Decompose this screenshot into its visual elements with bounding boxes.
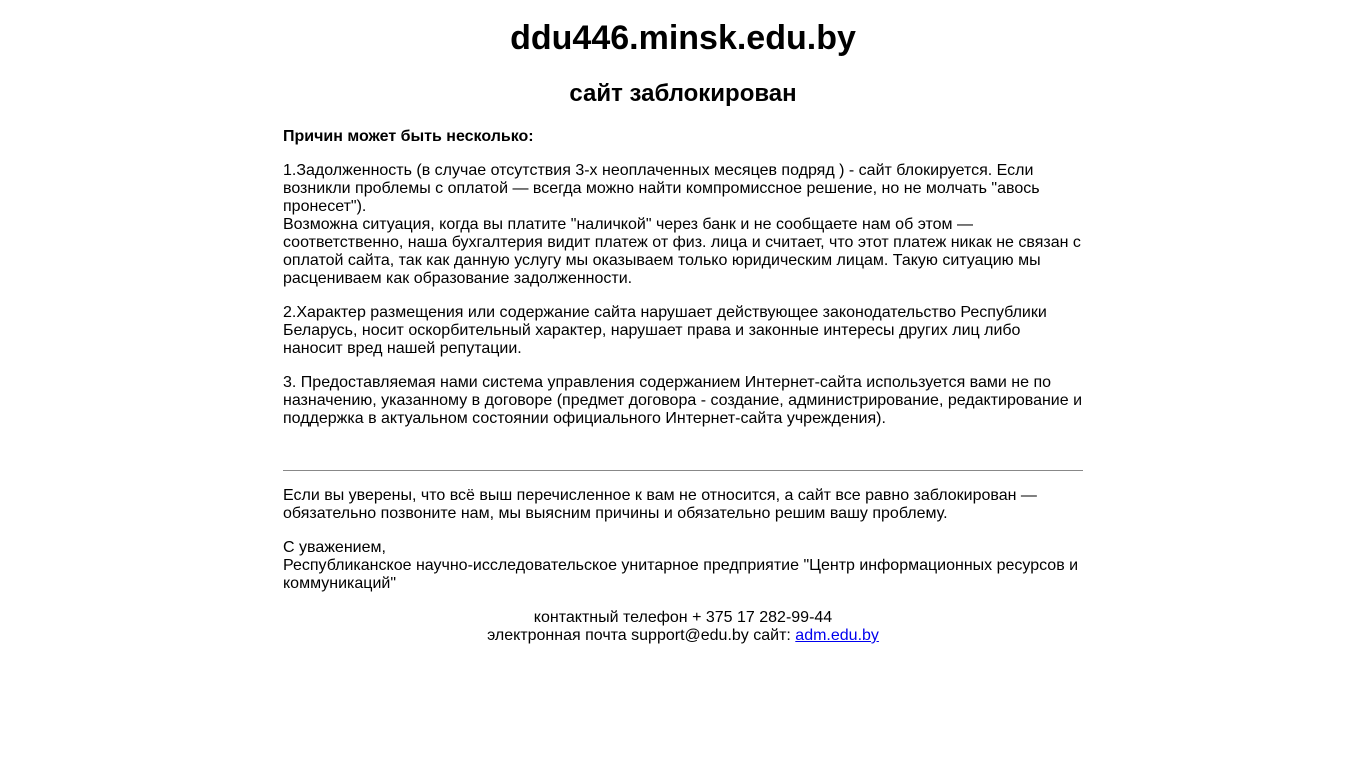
call-to-action: Если вы уверены, что всё выш перечисленн…: [283, 487, 1037, 522]
site-link[interactable]: adm.edu.by: [795, 627, 879, 644]
regards: С уважением,: [283, 539, 386, 556]
reason-2: 2.Характер размещения или содержание сай…: [283, 304, 1047, 357]
reason-1: 1.Задолженность (в случае отсутствия 3-х…: [283, 162, 1083, 288]
contact-phone: контактный телефон + 375 17 282-99-44: [533, 609, 833, 626]
reasons-intro: Причин может быть несколько:: [283, 128, 534, 145]
contacts: контактный телефон + 375 17 282-99-44 эл…: [283, 609, 1083, 645]
divider: [283, 470, 1083, 471]
reason-1-note: Возможна ситуация, когда вы платите "нал…: [283, 216, 1081, 287]
page-content: ddu446.minsk.edu.by сайт заблокирован Пр…: [283, 20, 1083, 645]
signature: С уважением, Республиканское научно-иссл…: [283, 539, 1083, 593]
reason-1-text: 1.Задолженность (в случае отсутствия 3-х…: [283, 162, 1040, 215]
contact-email: электронная почта support@edu.by сайт:: [487, 627, 796, 644]
blocked-status-heading: сайт заблокирован: [569, 80, 797, 107]
organization-name: Республиканское научно-исследовательское…: [283, 557, 1079, 592]
reason-3: 3. Предоставляемая нами система управлен…: [283, 374, 1083, 427]
site-domain-title: ddu446.minsk.edu.by: [510, 19, 856, 57]
